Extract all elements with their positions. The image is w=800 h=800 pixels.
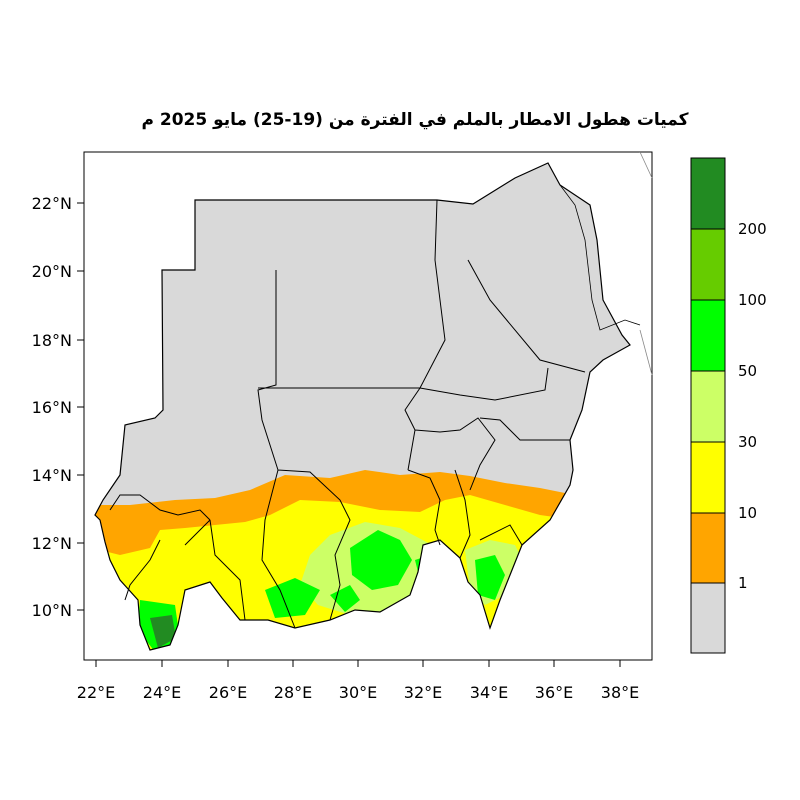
x-tick-label: 36°E (535, 683, 573, 702)
y-tick-label: 22°N (32, 194, 72, 213)
state-boundaries (109, 199, 586, 629)
y-tick-label: 12°N (32, 534, 72, 553)
legend-swatch (690, 370, 726, 443)
legend-swatch (690, 299, 726, 372)
x-axis (95, 660, 621, 667)
x-tick-label: 26°E (209, 683, 247, 702)
y-tick-label: 10°N (32, 601, 72, 620)
legend-label: 100 (738, 291, 767, 309)
legend-colorbar (690, 157, 726, 654)
x-tick-label: 32°E (404, 683, 442, 702)
y-tick-label: 20°N (32, 262, 72, 281)
legend-swatch (690, 582, 726, 654)
legend-swatch (690, 157, 726, 230)
rain-zone-green-east (475, 555, 505, 600)
rain-zone-green-central (350, 530, 412, 590)
y-tick-label: 18°N (32, 331, 72, 350)
legend-swatch (690, 512, 726, 584)
x-tick-label: 38°E (601, 683, 639, 702)
legend-label: 200 (738, 220, 767, 238)
y-tick-label: 16°N (32, 398, 72, 417)
legend-label: 50 (738, 362, 757, 380)
country-outline (94, 162, 631, 651)
y-axis (77, 202, 84, 611)
legend-swatch (690, 228, 726, 301)
rain-zone-green-spots (330, 555, 435, 612)
map-title: كميات هطول الامطار بالملم في الفترة من (… (141, 110, 689, 130)
x-tick-label: 30°E (339, 683, 377, 702)
x-tick-label: 24°E (143, 683, 181, 702)
legend-label: 30 (738, 433, 757, 451)
legend-label: 1 (738, 574, 748, 592)
sea-line (639, 151, 653, 376)
rain-zone-darkgreen-south (150, 615, 176, 648)
red-sea-coast (559, 184, 641, 331)
x-tick-label: 34°E (470, 683, 508, 702)
x-tick-label: 22°E (77, 683, 115, 702)
y-tick-label: 14°N (32, 466, 72, 485)
legend-swatch (690, 441, 726, 514)
x-tick-label: 28°E (274, 683, 312, 702)
legend-label: 10 (738, 504, 757, 522)
